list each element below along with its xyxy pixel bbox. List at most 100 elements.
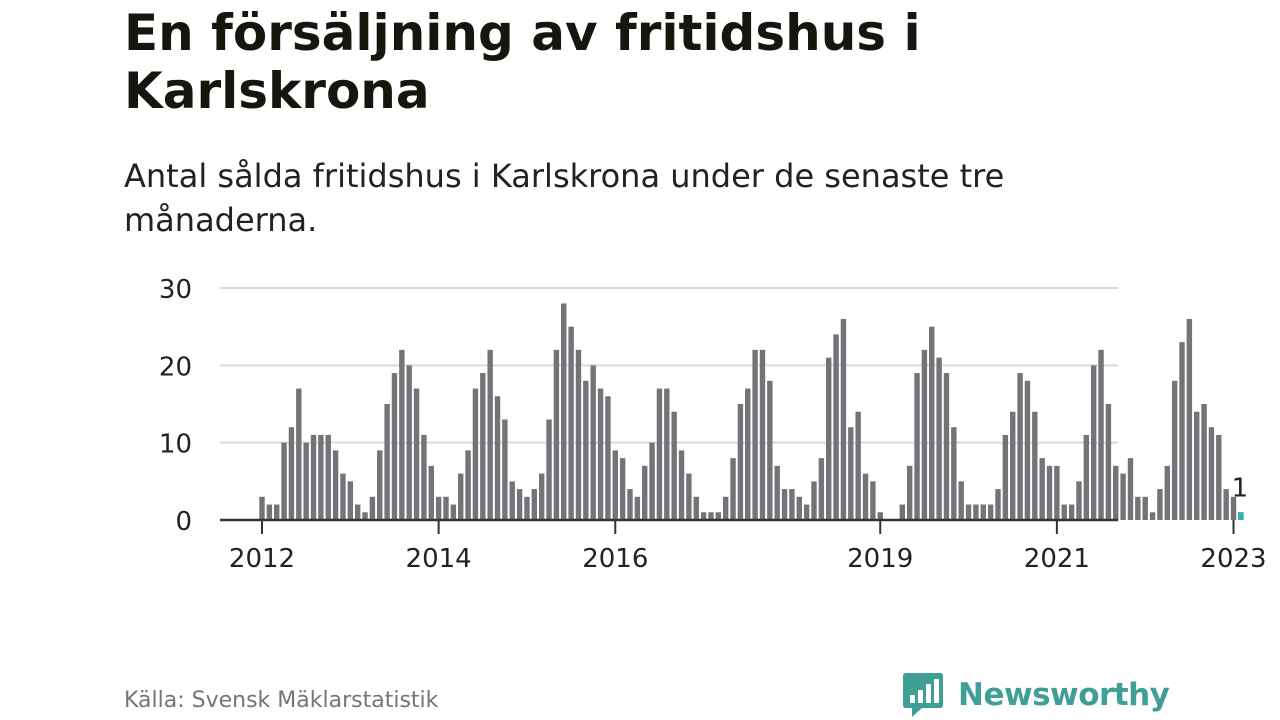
- bar: [686, 473, 692, 520]
- bar: [855, 411, 861, 520]
- bar: [325, 434, 331, 520]
- bar: [929, 326, 935, 520]
- bar: [1171, 380, 1178, 520]
- bar: [1024, 380, 1031, 520]
- bar-chart-speech-bubble-icon: [903, 673, 943, 717]
- x-tick-label-2016: 2016: [582, 544, 648, 574]
- bar: [737, 404, 744, 520]
- bar: [678, 450, 685, 520]
- bar: [634, 496, 641, 520]
- bar: [259, 496, 265, 520]
- bar: [995, 489, 1001, 520]
- bar: [1149, 512, 1156, 520]
- chart-title: En försäljning av fritidshus i Karlskron…: [124, 4, 921, 120]
- bar: [958, 481, 964, 520]
- chart-subtitle: Antal sålda fritidshus i Karlskrona unde…: [124, 157, 1005, 239]
- bar: [1039, 458, 1045, 520]
- bar: [1223, 489, 1229, 520]
- bar: [914, 373, 920, 520]
- bar: [1216, 434, 1222, 520]
- bar: [377, 450, 383, 520]
- bar: [391, 373, 398, 520]
- x-tick-label-2023: 2023: [1200, 544, 1266, 574]
- bar: [318, 434, 324, 520]
- bar: [296, 388, 302, 520]
- bar: [583, 380, 589, 520]
- bar: [406, 365, 412, 520]
- bar: [899, 504, 906, 520]
- bar: [796, 496, 802, 520]
- bar: [656, 388, 663, 520]
- bar: [1083, 434, 1090, 520]
- bar: [730, 458, 736, 520]
- bar: [951, 427, 957, 520]
- bar: [921, 349, 928, 520]
- bar: [1179, 342, 1185, 520]
- bar: [826, 357, 832, 520]
- bar: [877, 512, 883, 520]
- bar: [524, 496, 530, 520]
- bar: [818, 458, 825, 520]
- bar: [310, 434, 317, 520]
- bar: [450, 504, 457, 520]
- bar: [693, 496, 699, 520]
- y-tick-label-10: 10: [159, 430, 192, 460]
- bar: [561, 303, 567, 520]
- bar: [362, 512, 368, 520]
- bar: [487, 349, 493, 520]
- bar: [597, 388, 604, 520]
- bar: [266, 504, 273, 520]
- bar: [612, 450, 618, 520]
- bar: [369, 496, 376, 520]
- bar: [1090, 365, 1097, 520]
- bar: [803, 504, 810, 520]
- bar: [274, 504, 280, 520]
- bar: [627, 489, 633, 520]
- bar: [1208, 427, 1215, 520]
- bar: [664, 388, 670, 520]
- bar: [435, 496, 442, 520]
- bar: [619, 458, 626, 520]
- bar: [671, 411, 677, 520]
- bar: [465, 450, 471, 520]
- bar: [767, 380, 773, 520]
- bar: [1002, 434, 1009, 520]
- bar: [590, 365, 596, 520]
- bar: [303, 442, 309, 520]
- bar: [531, 489, 538, 520]
- bar: [862, 473, 869, 520]
- x-tick-label-2014: 2014: [406, 544, 472, 574]
- bar: [1157, 489, 1163, 520]
- brand-logo: Newsworthy: [902, 670, 1170, 720]
- bar: [1046, 465, 1053, 520]
- bar: [1194, 411, 1200, 520]
- bar: [340, 473, 346, 520]
- bar-chart: 0 10 20 30 1 2012 2014 2016 2019 2021 2023: [159, 275, 1267, 574]
- bar: [811, 481, 817, 520]
- bar: [980, 504, 986, 520]
- bar: [973, 504, 979, 520]
- y-tick-label-30: 30: [159, 275, 192, 305]
- bar: [642, 465, 648, 520]
- bar: [538, 473, 545, 520]
- brand-name: Newsworthy: [958, 677, 1170, 713]
- bar: [347, 481, 354, 520]
- bar: [1135, 496, 1141, 520]
- data-label-latest: 1: [1232, 473, 1249, 503]
- source-note: Källa: Svensk Mäklarstatistik: [124, 688, 439, 713]
- bar: [1113, 465, 1119, 520]
- bar: [987, 504, 994, 520]
- bar: [1068, 504, 1075, 520]
- bar: [1230, 496, 1237, 520]
- bar: [1127, 458, 1134, 520]
- bar-highlight: [1238, 512, 1244, 520]
- bar: [443, 496, 449, 520]
- bar: [605, 396, 611, 520]
- x-tick-label-2021: 2021: [1024, 544, 1090, 574]
- bar: [936, 357, 942, 520]
- bar: [1142, 496, 1148, 520]
- bar: [1120, 473, 1126, 520]
- bar: [774, 465, 780, 520]
- bar: [1105, 404, 1112, 520]
- bar: [781, 489, 788, 520]
